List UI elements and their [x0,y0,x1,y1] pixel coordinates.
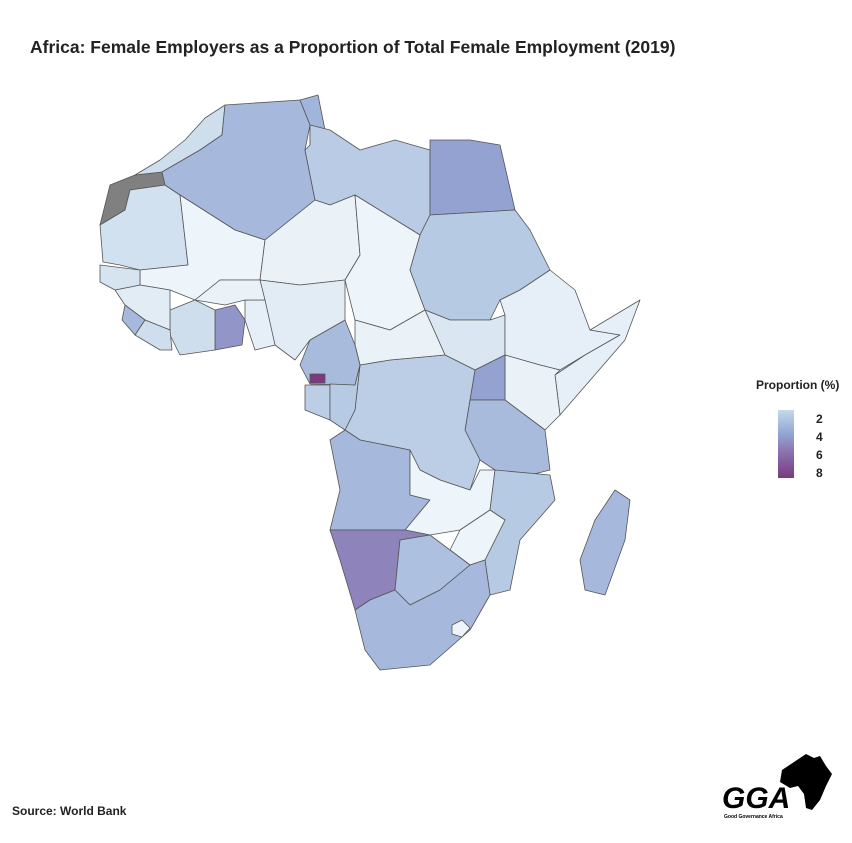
country-congo [329,364,361,431]
legend-title: Proportion (%) [756,378,840,392]
legend: Proportion (%) 2 4 6 8 [756,378,840,480]
legend-tick: 2 [816,412,823,426]
logo-subtitle: Good Governance Africa [724,814,783,820]
legend-tick: 8 [816,466,823,480]
country-gabon [304,384,331,421]
chart-title: Africa: Female Employers as a Proportion… [30,37,676,57]
source-note: Source: World Bank [12,804,127,818]
country-liberia [134,319,173,351]
svg-text:GGA: GGA [722,782,790,814]
gga-logo: GGA [722,754,832,814]
country-equatorial-guinea [309,373,326,384]
country-burkina-faso [194,279,266,306]
country-senegal [99,264,141,291]
country-cote-d-ivoire [169,299,216,356]
country-ethiopia [499,269,621,371]
legend-tick: 6 [816,448,823,462]
country-lesotho [451,619,471,638]
country-madagascar [579,489,631,596]
legend-tick: 4 [816,430,823,444]
country-ghana [214,304,246,351]
country-south-africa [354,559,491,671]
legend-color-bar [778,410,794,478]
country-egypt [429,139,516,216]
